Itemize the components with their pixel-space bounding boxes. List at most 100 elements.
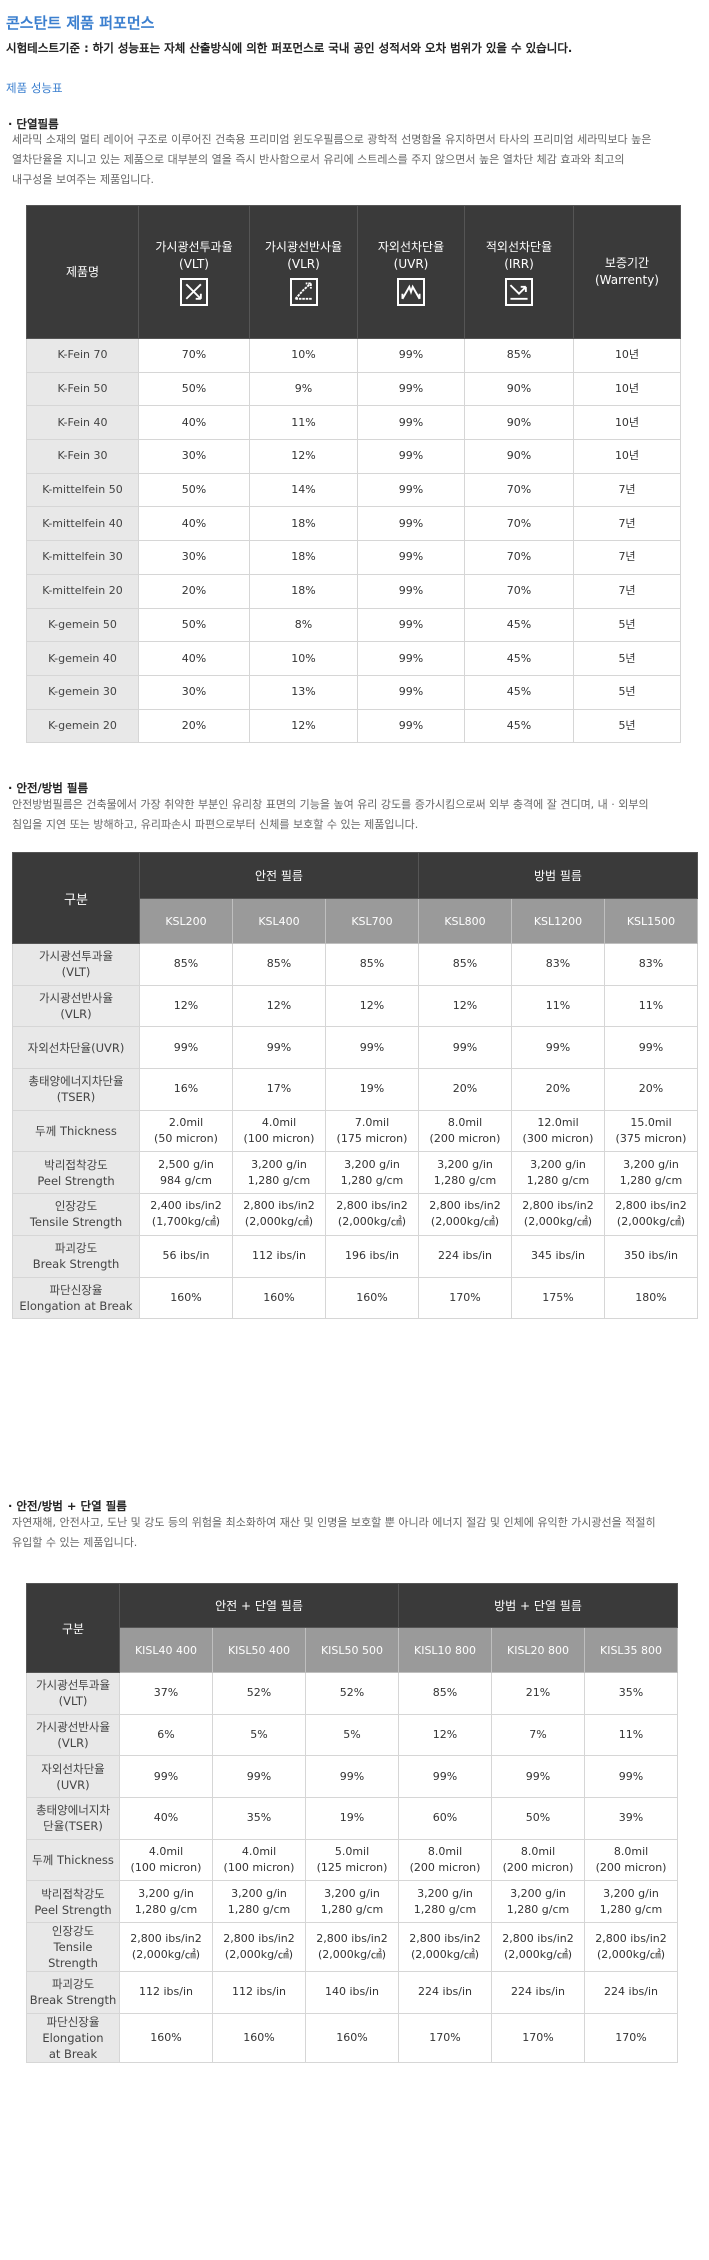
- value-cell: 3,200 g/in 1,280 g/cm: [212, 1880, 306, 1924]
- cell-line: 단율(TSER): [43, 1819, 103, 1834]
- model-header: KSL200: [139, 898, 233, 944]
- spec-label-cell: 파괴강도 Break Strength: [26, 1971, 120, 2014]
- cell-line: 3,200 g/in: [138, 1886, 194, 1900]
- value-cell: 18%: [249, 540, 358, 575]
- value-cell: 5년: [573, 641, 681, 676]
- cell-line: (200 micron): [429, 1132, 501, 1146]
- value-cell: 35%: [212, 1797, 306, 1840]
- cell-line: 83%: [545, 957, 571, 971]
- cell-line: 박리접착강도: [41, 1886, 105, 1901]
- value-cell: 83%: [511, 943, 605, 986]
- value-cell: 50%: [138, 607, 250, 643]
- value-cell: 90%: [464, 405, 574, 441]
- value-cell: 2,800 ibs/in2 (2,000kg/㎠): [491, 1922, 586, 1973]
- cell-line: 85%: [266, 957, 292, 971]
- value-cell: 16%: [139, 1068, 233, 1111]
- table-row: 가시광선투과율 (VLT) 37% 52% 52% 85% 21% 35%: [26, 1672, 679, 1715]
- desc-line: 열차단율을 지니고 있는 제품으로 대부분의 열을 즉시 반사함으로서 유리에 …: [12, 153, 625, 166]
- value-cell: 20%: [511, 1068, 605, 1111]
- cell-line: (200 micron): [409, 1861, 481, 1875]
- value-cell: 70%: [464, 506, 574, 542]
- test-standard-note: 시험테스트기준 : 하기 성능표는 자체 산출방식에 의한 퍼포먼스로 국내 공…: [6, 41, 573, 55]
- cell-line: 5%: [343, 1728, 361, 1742]
- cell-line: 11%: [618, 1728, 644, 1742]
- product-name-cell: K-mittelfein 30: [26, 540, 139, 575]
- table-row: 파괴강도 Break Strength 112 ibs/in 112 ibs/in 14…: [26, 1971, 679, 2014]
- model-header: KSL1200: [511, 898, 605, 944]
- value-cell: 3,200 g/in 1,280 g/cm: [584, 1880, 679, 1924]
- cell-line: 2,800 ibs/in2: [409, 1932, 481, 1946]
- value-cell: 99%: [511, 1026, 605, 1070]
- product-name-cell: K-gemein 30: [26, 674, 139, 710]
- cell-line: 파괴강도: [51, 1977, 95, 1992]
- cell-line: 가시광선반사율: [38, 991, 114, 1006]
- cell-line: (200 micron): [502, 1861, 574, 1875]
- value-cell: 6%: [119, 1713, 213, 1757]
- value-cell: 8.0mil (200 micron): [398, 1838, 493, 1882]
- value-cell: 9%: [249, 371, 358, 407]
- cell-line: (VLR): [57, 1736, 89, 1751]
- cell-line: 총태양에너지차: [35, 1803, 111, 1818]
- model-header: KISL50 500: [304, 1627, 400, 1673]
- value-cell: 40%: [138, 405, 250, 441]
- value-cell: 2,800 ibs/in2 (2,000kg/㎠): [325, 1193, 419, 1236]
- table-row: 두께 Thickness 4.0mil (100 micron) 4.0mil (100…: [26, 1838, 679, 1882]
- value-cell: 7년: [573, 573, 681, 609]
- cell-line: 52%: [246, 1686, 272, 1700]
- spec-label-cell: 박리접착강도 Peel Strength: [26, 1880, 120, 1924]
- cell-line: 1,280 g/cm: [619, 1173, 683, 1187]
- value-cell: 4.0mil (100 micron): [232, 1109, 326, 1153]
- section-heading-safety-insulation: · 안전/방범 + 단열 필름: [8, 1499, 127, 1513]
- cell-line: 85%: [432, 1686, 458, 1700]
- value-cell: 10년: [573, 338, 681, 373]
- value-cell: 40%: [138, 641, 250, 676]
- header-label: (VLT): [179, 256, 209, 271]
- value-cell: 3,200 g/in 1,280 g/cm: [398, 1880, 493, 1924]
- cell-line: (2,000kg/㎠): [523, 1215, 593, 1229]
- cell-line: 가시광선투과율: [38, 949, 114, 964]
- cell-line: Peel Strength: [34, 1902, 112, 1917]
- table-row: K-mittelfein 30 30% 18% 99% 70% 7년: [26, 540, 681, 575]
- cell-line: 15.0mil: [630, 1116, 672, 1130]
- group-header-safety-insulation: 안전 + 단열 필름: [118, 1583, 400, 1628]
- value-cell: 99%: [357, 641, 465, 676]
- cell-line: 파괴강도: [54, 1241, 98, 1256]
- cell-line: 12%: [173, 999, 199, 1013]
- cell-line: 3,200 g/in: [344, 1157, 400, 1171]
- spec-label-cell: 박리접착강도 Peel Strength: [12, 1151, 140, 1195]
- irr-icon: [505, 277, 533, 306]
- value-cell: 99%: [139, 1026, 233, 1070]
- value-cell: 224 ibs/in: [491, 1971, 586, 2014]
- value-cell: 160%: [119, 2012, 213, 2063]
- value-cell: 5년: [573, 674, 681, 710]
- value-cell: 99%: [304, 1755, 400, 1799]
- value-cell: 160%: [212, 2012, 306, 2063]
- value-cell: 12%: [418, 984, 512, 1028]
- value-cell: 175%: [511, 1276, 605, 1320]
- table-row: K-mittelfein 50 50% 14% 99% 70% 7년: [26, 472, 681, 508]
- value-cell: 160%: [304, 2012, 400, 2063]
- value-cell: 99%: [357, 472, 465, 508]
- cell-line: 170%: [615, 2030, 647, 2044]
- value-cell: 12.0mil (300 micron): [511, 1109, 605, 1153]
- cell-line: (VLR): [60, 1007, 92, 1022]
- cell-line: 2,800 ibs/in2: [316, 1932, 388, 1946]
- value-cell: 56 ibs/in: [139, 1234, 233, 1278]
- value-cell: 7년: [573, 506, 681, 542]
- cell-line: 224 ibs/in: [511, 1985, 566, 1999]
- value-cell: 50%: [138, 472, 250, 508]
- spec-label-cell: 자외선차단율(UVR): [26, 1755, 120, 1799]
- cell-line: Tensile Strength: [48, 1940, 98, 1971]
- cell-line: 112 ibs/in: [232, 1985, 286, 1999]
- value-cell: 40%: [119, 1797, 213, 1840]
- value-cell: 3,200 g/in 1,280 g/cm: [304, 1880, 400, 1924]
- cell-line: 160%: [170, 1290, 202, 1304]
- spec-label-cell: 가시광선투과율 (VLT): [26, 1672, 120, 1715]
- value-cell: 2,800 ibs/in2 (2,000kg/㎠): [511, 1193, 605, 1236]
- value-cell: 70%: [464, 573, 574, 609]
- value-cell: 85%: [232, 943, 326, 986]
- value-cell: 5년: [573, 607, 681, 643]
- value-cell: 224 ibs/in: [398, 1971, 493, 2014]
- cell-line: 160%: [243, 2030, 275, 2044]
- cell-line: 224 ibs/in: [438, 1249, 492, 1263]
